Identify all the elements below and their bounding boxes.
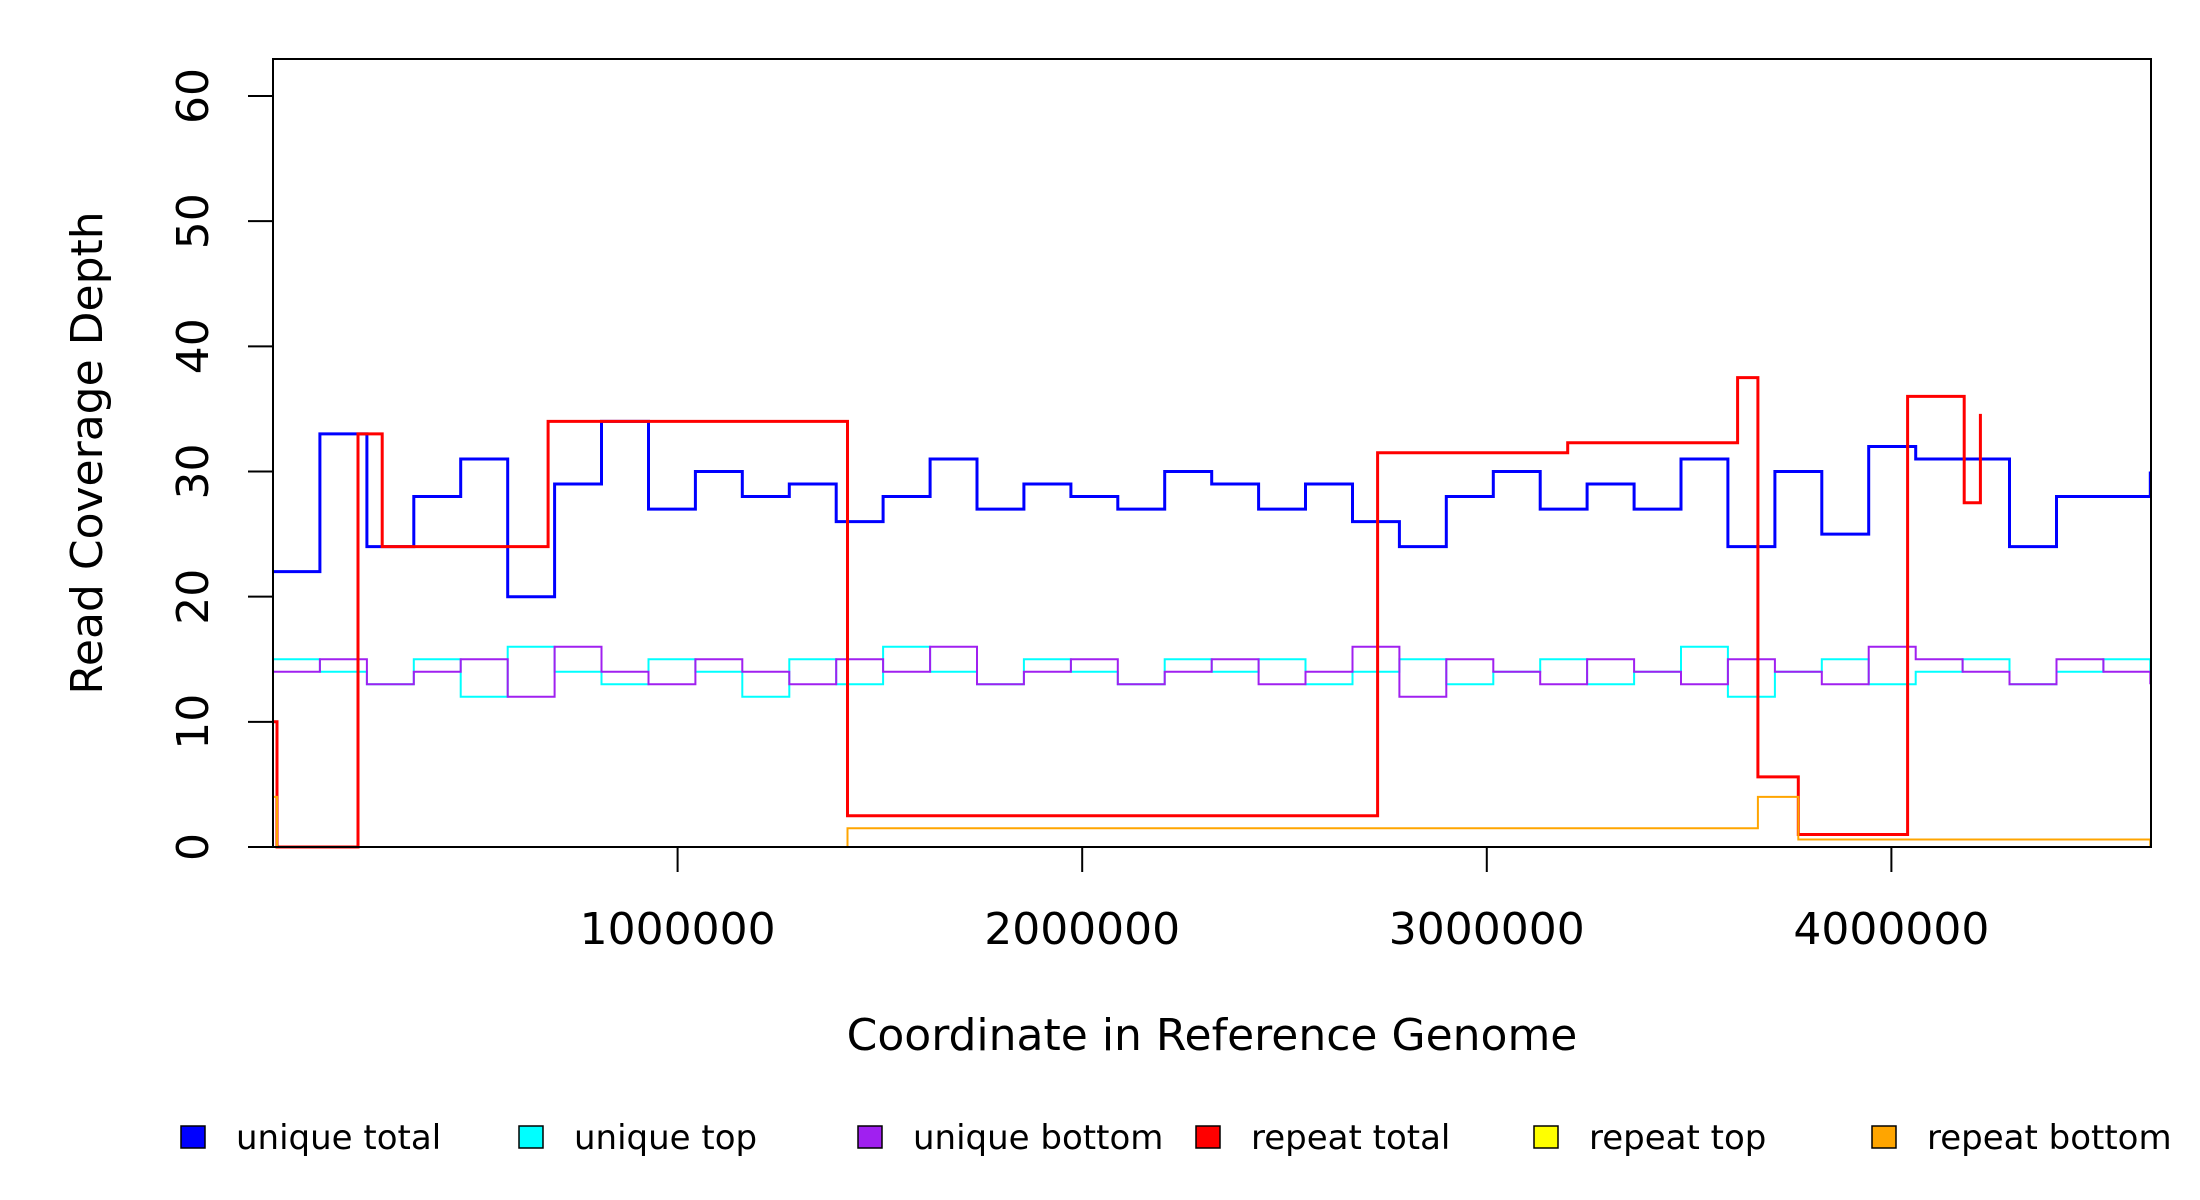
legend-label-repeat-bottom: repeat bottom	[1927, 1118, 2172, 1158]
legend-label-unique-total: unique total	[236, 1118, 441, 1158]
x-axis: 1000000 2000000 3000000 4000000	[580, 846, 1989, 955]
legend-swatch-unique-total	[180, 1125, 206, 1149]
series-line-repeat-bottom	[273, 795, 2152, 848]
series-line-unique-total	[273, 419, 2152, 599]
legend-swatch-repeat-bottom	[1871, 1125, 1897, 1149]
x-tick-label: 3000000	[1389, 904, 1585, 955]
y-axis-title: Read Coverage Depth	[62, 211, 113, 694]
series-line-repeat-total	[273, 376, 1982, 849]
y-tick-label: 40	[168, 318, 219, 374]
legend-label-repeat-total: repeat total	[1251, 1118, 1450, 1158]
x-tick-label: 1000000	[580, 904, 776, 955]
y-tick-label: 20	[168, 569, 219, 625]
legend-swatch-unique-bottom	[857, 1125, 883, 1149]
x-tick-label: 2000000	[984, 904, 1180, 955]
legend-label-unique-top: unique top	[574, 1118, 757, 1158]
legend-swatch-repeat-total	[1195, 1125, 1221, 1149]
series-line-unique-bottom	[273, 645, 2152, 698]
y-tick-label: 30	[168, 444, 219, 500]
y-tick-label: 10	[168, 694, 219, 750]
y-axis: 0 10 20 30 40 50 60	[168, 68, 274, 861]
x-axis-title: Coordinate in Reference Genome	[847, 1010, 1578, 1061]
legend: unique total unique top unique bottom repea…	[180, 1118, 2172, 1158]
legend-swatch-repeat-top	[1533, 1125, 1559, 1149]
legend-label-repeat-top: repeat top	[1589, 1118, 1766, 1158]
legend-swatch-unique-top	[518, 1125, 544, 1149]
legend-label-unique-bottom: unique bottom	[913, 1118, 1163, 1158]
y-tick-label: 50	[168, 193, 219, 249]
x-tick-label: 4000000	[1793, 904, 1989, 955]
y-tick-label: 60	[168, 68, 219, 124]
y-tick-label: 0	[168, 833, 219, 861]
series-layer	[273, 376, 2152, 849]
